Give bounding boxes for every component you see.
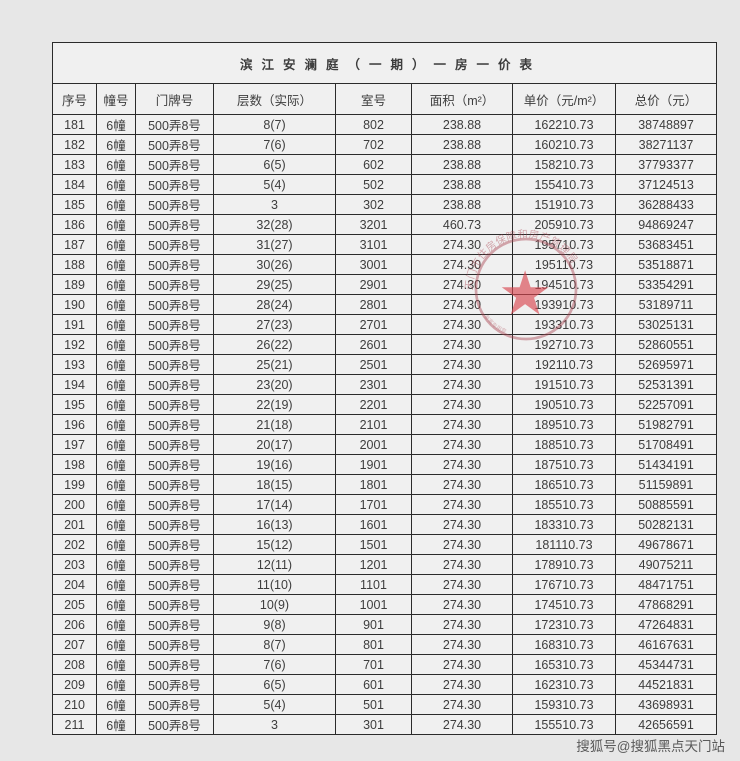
svg-text:备案专用章: 备案专用章 [482, 313, 508, 336]
